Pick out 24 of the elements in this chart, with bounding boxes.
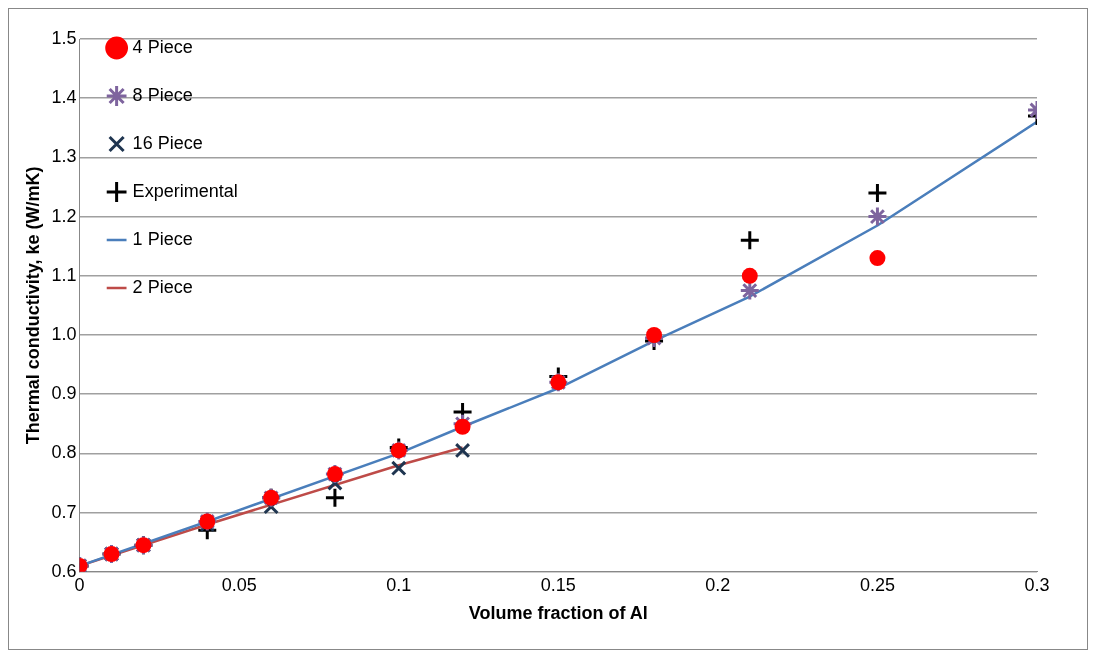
x-axis-title: Volume fraction of Al: [468, 603, 648, 624]
y-tick-label: 0.8: [51, 442, 77, 463]
y-tick-label: 0.6: [51, 560, 77, 581]
y-tick-label: 1.5: [51, 27, 77, 48]
y-axis-title: Thermal conductivity, ke (W/mK): [22, 166, 43, 445]
x-tick-label: 0.15: [540, 574, 576, 595]
y-tick-label: 1.4: [51, 87, 77, 108]
x-tick-label: 0.1: [386, 574, 412, 595]
legend-label: 4 Piece: [132, 36, 193, 57]
y-tick-label: 1.0: [51, 323, 77, 344]
x-tick-label: 0.05: [221, 574, 257, 595]
y-tick-label: 1.1: [51, 264, 77, 285]
legend-label: Experimental: [132, 180, 238, 201]
x-tick-label: 0.25: [859, 574, 895, 595]
y-tick-label: 1.2: [51, 205, 77, 226]
y-tick-label: 0.9: [51, 383, 77, 404]
y-tick-label: 0.7: [51, 501, 77, 522]
legend-label: 1 Piece: [132, 228, 193, 249]
legend-label: 16 Piece: [132, 132, 203, 153]
x-tick-label: 0.3: [1024, 574, 1050, 595]
legend-label: 8 Piece: [132, 84, 193, 105]
y-tick-label: 1.3: [51, 146, 77, 167]
x-tick-label: 0.2: [705, 574, 731, 595]
legend-label: 2 Piece: [132, 276, 193, 297]
